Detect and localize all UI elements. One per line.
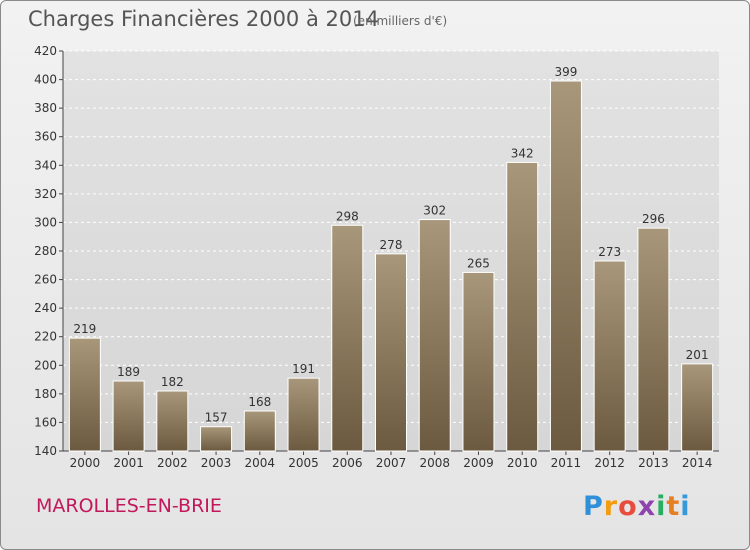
bar-2010: [506, 161, 539, 452]
y-axis: 140 160 180 200 220 240 260 280 300 320 340 360 380 4…: [34, 44, 64, 458]
data-label-2012: 273: [598, 245, 621, 259]
data-label-2003: 157: [205, 411, 228, 425]
bar-2007: [375, 253, 407, 452]
y-tick-label: 300: [34, 215, 57, 229]
y-tick-label: 180: [34, 387, 57, 401]
y-tick-label: 200: [34, 358, 57, 372]
data-label-2007: 278: [380, 238, 403, 252]
x-axis: 2000 2001 2002 2003 2004 2005 2006 2007 2008 2009…: [63, 450, 719, 470]
x-tick-label-2010: 2010: [507, 456, 538, 470]
bar-2001: [112, 380, 145, 452]
data-label-2001: 189: [117, 365, 140, 379]
data-labels: 219 189 182 157 168 191 298 278 302 265 342 399 273 2…: [73, 65, 708, 425]
y-tick-label: 400: [34, 73, 57, 87]
x-tick-label-2013: 2013: [638, 456, 669, 470]
x-tick-label-2009: 2009: [463, 456, 494, 470]
y-tick-label: 320: [34, 187, 57, 201]
x-tick-label-2002: 2002: [157, 456, 188, 470]
bar-2005: [287, 377, 320, 452]
x-tick-label-2000: 2000: [70, 456, 101, 470]
x-tick-label-2001: 2001: [113, 456, 144, 470]
x-tick-label-2011: 2011: [551, 456, 582, 470]
y-tick-label: 360: [34, 130, 57, 144]
chart-subtitle: (en milliers d'€): [353, 14, 448, 28]
y-tick-label: 160: [34, 415, 57, 429]
x-tick-label-2012: 2012: [594, 456, 625, 470]
bar-2009: [462, 271, 495, 452]
data-label-2002: 182: [161, 375, 184, 389]
y-tick-label: 140: [34, 444, 57, 458]
x-tick-label-2007: 2007: [376, 456, 407, 470]
logo-letter: t: [666, 491, 681, 522]
bar-2014: [681, 363, 714, 452]
bar-2006: [331, 224, 364, 452]
y-tick-label: 380: [34, 101, 57, 115]
bar-2008: [418, 219, 451, 452]
x-tick-label-2008: 2008: [419, 456, 450, 470]
bar-2004: [243, 410, 276, 452]
data-label-2014: 201: [686, 348, 709, 362]
bar-2013: [637, 227, 670, 452]
y-tick-label: 420: [34, 44, 57, 58]
data-label-2010: 342: [511, 146, 534, 160]
x-tick-label-2006: 2006: [332, 456, 363, 470]
logo-letter: r: [603, 491, 619, 522]
data-label-2009: 265: [467, 256, 490, 270]
y-tick-label: 260: [34, 273, 57, 287]
x-tick-label-2014: 2014: [682, 456, 713, 470]
data-label-2013: 296: [642, 212, 665, 226]
y-tick-label: 280: [34, 244, 57, 258]
proxiti-logo: Proxiti: [583, 491, 691, 522]
bar-2012: [593, 260, 626, 452]
x-tick-label-2005: 2005: [288, 456, 319, 470]
x-tick-label-2004: 2004: [245, 456, 276, 470]
bar-2011: [549, 80, 582, 452]
y-tick-label: 240: [34, 301, 57, 315]
commune-name: MAROLLES-EN-BRIE: [36, 495, 222, 517]
logo-letter: P: [583, 491, 604, 522]
data-label-2004: 168: [248, 395, 271, 409]
data-label-2008: 302: [423, 204, 446, 218]
bar-2000: [68, 337, 101, 452]
x-tick-label-2003: 2003: [201, 456, 232, 470]
logo-letter: x: [637, 491, 657, 522]
bar-2002: [156, 390, 189, 452]
y-tick-label: 220: [34, 330, 57, 344]
logo-letter: i: [680, 491, 691, 522]
logo-letter: i: [656, 491, 667, 522]
logo-letter: o: [618, 491, 638, 522]
y-tick-label: 340: [34, 158, 57, 172]
data-label-2006: 298: [336, 209, 359, 223]
bar-2003: [200, 426, 233, 452]
data-label-2000: 219: [73, 322, 96, 336]
data-label-2005: 191: [292, 362, 315, 376]
bars: [68, 80, 714, 452]
chart-title: Charges Financières 2000 à 2014: [28, 7, 379, 31]
data-label-2011: 399: [554, 65, 577, 79]
